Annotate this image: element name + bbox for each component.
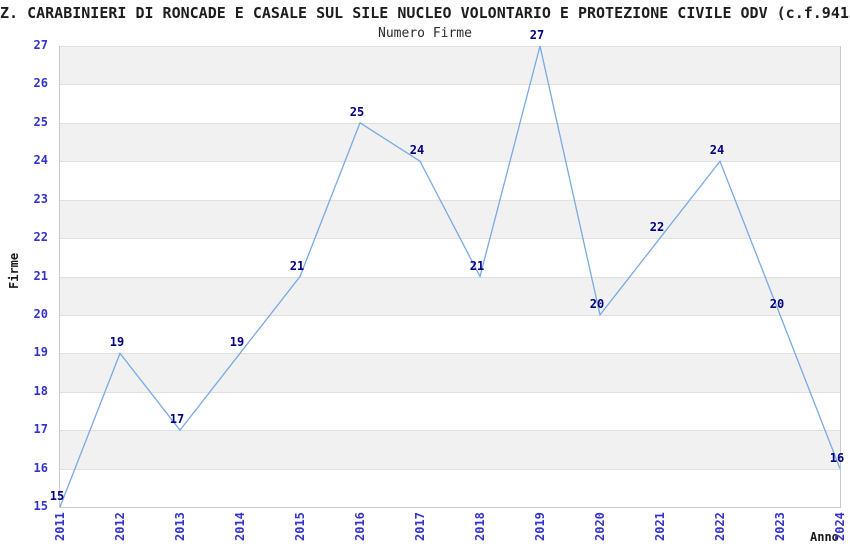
x-tick-label: 2016 bbox=[353, 512, 367, 541]
x-tick-label: 2024 bbox=[833, 512, 847, 541]
x-tick-label: 2014 bbox=[233, 512, 247, 541]
y-tick-label: 23 bbox=[33, 191, 48, 206]
data-point-label: 22 bbox=[649, 220, 665, 235]
chart-title-clip: Z. CARABINIERI DI RONCADE E CASALE SUL S… bbox=[0, 3, 850, 23]
chart-subtitle: Numero Firme bbox=[378, 26, 472, 41]
grid-band bbox=[60, 468, 840, 507]
gridline bbox=[60, 468, 840, 470]
data-point-label: 19 bbox=[109, 335, 125, 350]
x-tick-label: 2022 bbox=[713, 512, 727, 541]
data-point-label: 17 bbox=[169, 412, 185, 427]
grid-band bbox=[60, 314, 840, 354]
gridline bbox=[60, 161, 840, 163]
data-point-label: 19 bbox=[229, 335, 245, 350]
y-tick-label: 18 bbox=[33, 383, 48, 398]
data-point-label: 20 bbox=[769, 296, 785, 311]
y-tick-label: 19 bbox=[33, 345, 48, 360]
gridline bbox=[60, 276, 840, 278]
y-tick-label: 15 bbox=[33, 499, 48, 513]
grid-band bbox=[60, 122, 840, 162]
data-point-label: 16 bbox=[829, 450, 845, 465]
gridline bbox=[60, 391, 840, 393]
x-tick-label: 2012 bbox=[113, 512, 127, 541]
data-point-label: 20 bbox=[589, 296, 605, 311]
chart-title: Z. CARABINIERI DI RONCADE E CASALE SUL S… bbox=[0, 4, 850, 22]
x-tick-label: 2011 bbox=[53, 512, 67, 541]
gridline bbox=[60, 353, 840, 355]
y-tick-label: 16 bbox=[33, 460, 48, 475]
x-tick-label: 2015 bbox=[293, 512, 307, 541]
y-tick-label: 20 bbox=[33, 306, 48, 321]
grid-band bbox=[60, 238, 840, 277]
plot-frame bbox=[59, 46, 841, 508]
y-tick-label: 25 bbox=[33, 114, 48, 129]
grid-band bbox=[60, 161, 840, 200]
y-tick-label: 26 bbox=[33, 76, 48, 91]
plot-area bbox=[59, 45, 841, 508]
data-point-label: 21 bbox=[469, 258, 485, 273]
gridline bbox=[60, 122, 840, 124]
data-point-label: 24 bbox=[409, 143, 425, 158]
y-tick-label: 17 bbox=[33, 422, 48, 437]
y-tick-label: 22 bbox=[33, 230, 48, 245]
gridline bbox=[60, 430, 840, 432]
data-point-label: 24 bbox=[709, 143, 725, 158]
gridline bbox=[60, 314, 840, 316]
grid-band bbox=[60, 84, 840, 123]
data-point-label: 15 bbox=[49, 489, 65, 503]
gridline bbox=[60, 84, 840, 86]
y-tick-label: 27 bbox=[33, 38, 48, 52]
x-tick-label: 2013 bbox=[173, 512, 187, 541]
gridline bbox=[60, 46, 840, 47]
line-series bbox=[59, 45, 841, 508]
gridline bbox=[60, 199, 840, 201]
data-point-label: 27 bbox=[529, 28, 545, 42]
grid-band bbox=[60, 46, 840, 85]
y-tick-label: 24 bbox=[33, 153, 48, 168]
x-tick-label: 2018 bbox=[473, 512, 487, 541]
y-tick-label: 21 bbox=[33, 268, 48, 283]
x-tick-label: 2023 bbox=[773, 512, 787, 541]
grid-band bbox=[60, 276, 840, 315]
x-tick-label: 2021 bbox=[653, 512, 667, 541]
x-tick-label: 2017 bbox=[413, 512, 427, 541]
x-tick-label: 2020 bbox=[593, 512, 607, 541]
grid-band bbox=[60, 391, 840, 431]
gridline bbox=[60, 238, 840, 240]
grid-band bbox=[60, 353, 840, 392]
data-point-label: 21 bbox=[289, 258, 305, 273]
x-axis-title: Anno bbox=[810, 530, 839, 544]
data-point-label: 25 bbox=[349, 104, 365, 119]
x-tick-label: 2019 bbox=[533, 512, 547, 541]
grid-band bbox=[60, 430, 840, 469]
